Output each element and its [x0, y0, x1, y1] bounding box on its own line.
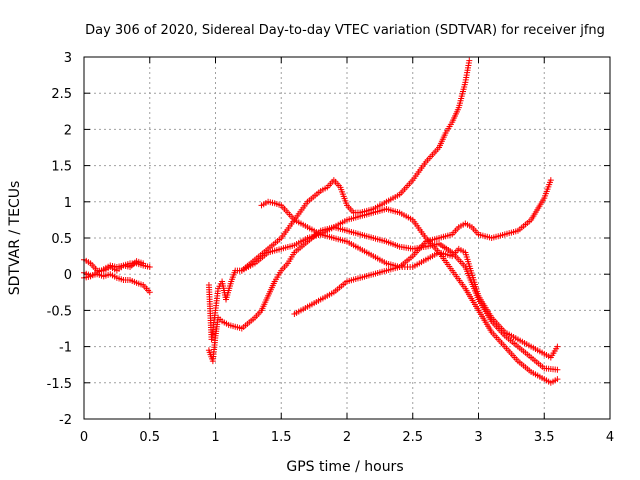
- x-tick-label: 3: [474, 430, 482, 445]
- series-track-3: [81, 258, 147, 281]
- x-tick-label: 2.5: [402, 430, 423, 445]
- series-track-2: [81, 269, 153, 296]
- data-point: [554, 366, 561, 373]
- y-tick-label: 0.5: [51, 232, 72, 247]
- x-tick-label: 3.5: [534, 430, 555, 445]
- x-tick-label: 4: [606, 430, 614, 445]
- y-tick-label: -0.5: [47, 304, 72, 319]
- y-tick-label: 1.5: [51, 160, 72, 175]
- data-point: [547, 177, 554, 184]
- series-track-8: [291, 177, 554, 318]
- data-point: [554, 343, 561, 350]
- y-tick-label: -1: [59, 341, 72, 356]
- grid: [84, 57, 610, 419]
- x-tick-label: 0: [80, 430, 88, 445]
- y-axis-label: SDTVAR / TECUs: [7, 181, 23, 296]
- y-tick-label: 1: [64, 196, 72, 211]
- x-tick-label: 1.5: [271, 430, 292, 445]
- series-track-6: [258, 198, 561, 361]
- data-point: [554, 376, 561, 383]
- y-tick-label: 3: [64, 51, 72, 66]
- y-tick-label: 2: [64, 123, 72, 138]
- chart-title: Day 306 of 2020, Sidereal Day-to-day VTE…: [85, 23, 605, 38]
- data-point: [146, 263, 153, 270]
- y-tick-label: -2: [59, 413, 72, 428]
- plot-frame: [83, 56, 611, 420]
- y-tick-label: 2.5: [51, 87, 72, 102]
- data-points: [81, 57, 561, 386]
- data-point: [140, 260, 147, 267]
- x-tick-label: 0.5: [139, 430, 160, 445]
- x-tick-label: 2: [343, 430, 351, 445]
- x-axis-label: GPS time / hours: [286, 459, 403, 475]
- axis-ticks: 0 0.5 1 1.5 2 2.5 3 3.5 4 -2 -1.5 -1 -0.5 0 0.5 1 1.5 2 2.…: [47, 51, 615, 445]
- x-tick-label: 1: [211, 430, 219, 445]
- data-point: [466, 57, 473, 64]
- y-tick-label: -1.5: [47, 377, 72, 392]
- data-point: [146, 289, 153, 296]
- y-tick-label: 0: [64, 268, 72, 283]
- series-track-7: [238, 57, 473, 274]
